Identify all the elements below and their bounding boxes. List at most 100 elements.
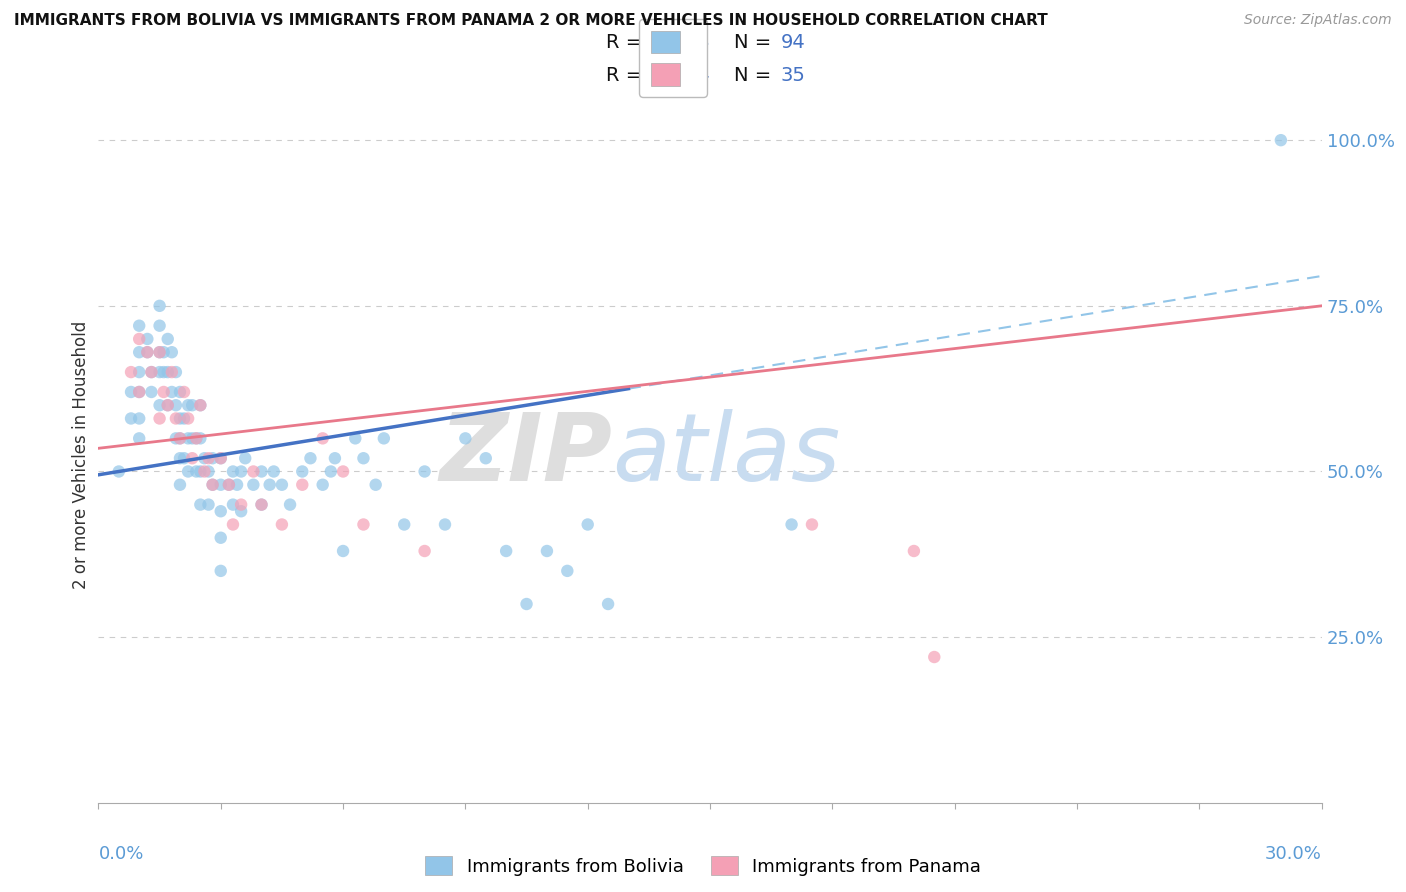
Point bbox=[160, 345, 183, 359]
Point bbox=[801, 517, 824, 532]
Point bbox=[128, 345, 150, 359]
Point bbox=[413, 465, 436, 479]
Point bbox=[922, 650, 945, 665]
Text: N =: N = bbox=[734, 33, 778, 52]
Text: IMMIGRANTS FROM BOLIVIA VS IMMIGRANTS FROM PANAMA 2 OR MORE VEHICLES IN HOUSEHOL: IMMIGRANTS FROM BOLIVIA VS IMMIGRANTS FR… bbox=[14, 13, 1047, 29]
Text: 0.0%: 0.0% bbox=[98, 845, 143, 863]
Point bbox=[209, 504, 232, 518]
Point bbox=[332, 544, 354, 558]
Point bbox=[373, 431, 395, 445]
Point bbox=[218, 477, 240, 491]
Point bbox=[250, 465, 273, 479]
Point bbox=[188, 498, 212, 512]
Point bbox=[152, 345, 174, 359]
Point bbox=[250, 498, 273, 512]
Point bbox=[169, 431, 191, 445]
Point bbox=[152, 365, 174, 379]
Point bbox=[209, 451, 232, 466]
Point bbox=[149, 365, 172, 379]
Point bbox=[454, 431, 477, 445]
Point bbox=[177, 398, 200, 412]
Point bbox=[201, 451, 224, 466]
Point bbox=[242, 477, 264, 491]
Point bbox=[128, 384, 150, 399]
Legend: , : , bbox=[640, 20, 707, 97]
Point bbox=[474, 451, 498, 466]
Point bbox=[323, 451, 346, 466]
Point bbox=[270, 477, 294, 491]
Point bbox=[169, 384, 191, 399]
Point bbox=[160, 365, 183, 379]
Point bbox=[312, 431, 335, 445]
Point bbox=[231, 504, 253, 518]
Point bbox=[128, 332, 150, 346]
Point bbox=[128, 431, 150, 445]
Point bbox=[149, 398, 172, 412]
Point bbox=[576, 517, 599, 532]
Point bbox=[128, 384, 150, 399]
Point bbox=[197, 465, 219, 479]
Point bbox=[173, 451, 195, 466]
Point bbox=[222, 498, 245, 512]
Point bbox=[291, 477, 314, 491]
Point bbox=[149, 299, 172, 313]
Point bbox=[209, 531, 232, 545]
Point bbox=[181, 431, 204, 445]
Point bbox=[136, 332, 159, 346]
Text: 0.253: 0.253 bbox=[655, 33, 711, 52]
Point bbox=[177, 465, 200, 479]
Point bbox=[169, 451, 191, 466]
Point bbox=[193, 465, 215, 479]
Point bbox=[201, 477, 224, 491]
Point bbox=[186, 431, 208, 445]
Point bbox=[156, 398, 179, 412]
Point bbox=[598, 597, 620, 611]
Point bbox=[201, 477, 224, 491]
Point bbox=[169, 431, 191, 445]
Point bbox=[149, 345, 172, 359]
Point bbox=[165, 411, 187, 425]
Point bbox=[780, 517, 803, 532]
Point bbox=[193, 451, 215, 466]
Point bbox=[231, 498, 253, 512]
Point bbox=[413, 544, 436, 558]
Point bbox=[186, 431, 208, 445]
Point bbox=[364, 477, 387, 491]
Point bbox=[120, 384, 142, 399]
Point bbox=[536, 544, 558, 558]
Point bbox=[120, 411, 142, 425]
Point bbox=[177, 431, 200, 445]
Point bbox=[903, 544, 925, 558]
Point bbox=[222, 517, 245, 532]
Point bbox=[149, 345, 172, 359]
Point bbox=[188, 465, 212, 479]
Text: R =: R = bbox=[606, 66, 648, 86]
Point bbox=[1270, 133, 1292, 147]
Point bbox=[156, 398, 179, 412]
Point bbox=[250, 498, 273, 512]
Text: 35: 35 bbox=[780, 66, 806, 86]
Text: ZIP: ZIP bbox=[439, 409, 612, 501]
Point bbox=[209, 451, 232, 466]
Text: atlas: atlas bbox=[612, 409, 841, 500]
Point bbox=[160, 384, 183, 399]
Point bbox=[141, 365, 163, 379]
Point bbox=[149, 411, 172, 425]
Point bbox=[231, 465, 253, 479]
Point bbox=[177, 411, 200, 425]
Point bbox=[169, 477, 191, 491]
Point bbox=[263, 465, 285, 479]
Point bbox=[495, 544, 517, 558]
Point bbox=[188, 398, 212, 412]
Point bbox=[222, 465, 245, 479]
Point bbox=[120, 365, 142, 379]
Point bbox=[108, 465, 131, 479]
Text: N =: N = bbox=[734, 66, 778, 86]
Text: 94: 94 bbox=[780, 33, 806, 52]
Point bbox=[218, 477, 240, 491]
Point bbox=[226, 477, 249, 491]
Point bbox=[299, 451, 322, 466]
Text: Source: ZipAtlas.com: Source: ZipAtlas.com bbox=[1244, 13, 1392, 28]
Point bbox=[165, 398, 187, 412]
Point bbox=[291, 465, 314, 479]
